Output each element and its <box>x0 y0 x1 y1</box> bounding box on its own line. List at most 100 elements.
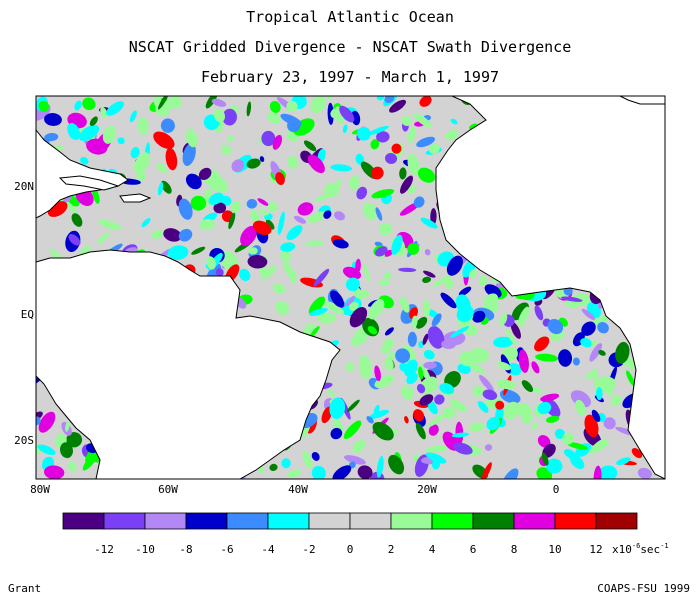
divergence-blob <box>481 462 492 479</box>
divergence-blob <box>499 313 508 326</box>
divergence-blob <box>558 349 573 367</box>
divergence-blob <box>407 331 417 347</box>
divergence-blob <box>533 387 542 395</box>
divergence-blob <box>261 130 276 147</box>
divergence-blob <box>342 124 348 133</box>
legend-tick-label: 4 <box>429 543 436 556</box>
divergence-blob <box>211 98 227 107</box>
divergence-blob <box>416 383 426 394</box>
divergence-blob <box>449 399 467 413</box>
divergence-blob <box>303 140 317 152</box>
divergence-blob <box>117 137 125 145</box>
divergence-blob <box>415 316 428 329</box>
divergence-blob <box>427 326 445 349</box>
divergence-blob <box>425 445 448 453</box>
divergence-blob <box>416 136 436 148</box>
divergence-blob <box>315 193 333 202</box>
divergence-blob <box>442 407 456 419</box>
divergence-blob <box>477 401 489 413</box>
legend-tick-label: 8 <box>511 543 518 556</box>
legend-tick-label: 2 <box>388 543 395 556</box>
cuba-island <box>58 175 120 191</box>
divergence-blob <box>349 307 368 328</box>
divergence-blob <box>269 101 281 113</box>
divergence-blob <box>275 300 289 315</box>
divergence-blob <box>456 305 474 322</box>
divergence-blob <box>591 409 601 423</box>
divergence-blob <box>374 365 381 382</box>
divergence-blob <box>505 328 517 346</box>
divergence-blob <box>376 96 385 101</box>
divergence-blob <box>287 469 301 478</box>
divergence-blob <box>428 143 440 155</box>
divergence-blob <box>445 278 454 289</box>
divergence-blob <box>450 118 458 125</box>
legend-units: x10-6sec-1 <box>612 542 669 556</box>
hispaniola-island <box>119 193 152 203</box>
divergence-blob <box>96 232 110 245</box>
legend-swatch <box>144 512 187 530</box>
divergence-blob <box>413 113 432 128</box>
divergence-blob <box>422 333 429 345</box>
divergence-blob <box>595 387 603 401</box>
divergence-blob <box>352 439 366 453</box>
map-title: Tropical Atlantic Ocean <box>246 8 454 26</box>
legend-swatch <box>62 512 105 530</box>
divergence-blob <box>248 247 258 255</box>
divergence-blob <box>430 208 437 225</box>
divergence-blob <box>78 125 100 141</box>
divergence-blob <box>328 389 335 398</box>
divergence-blob <box>208 175 229 193</box>
divergence-blob <box>44 132 59 142</box>
divergence-blob <box>631 448 643 459</box>
legend-swatch <box>554 512 597 530</box>
legend-swatch <box>103 512 146 530</box>
divergence-blob <box>395 348 411 364</box>
divergence-blob <box>280 248 291 263</box>
divergence-blob <box>440 292 457 309</box>
divergence-blob <box>230 200 241 214</box>
divergence-blob <box>198 167 212 181</box>
lat-label: EQ <box>21 308 34 321</box>
divergence-blob <box>272 134 283 150</box>
divergence-blob <box>459 350 475 367</box>
divergence-blob <box>418 366 424 380</box>
divergence-blob <box>330 290 345 308</box>
divergence-blob <box>286 262 296 284</box>
divergence-blob <box>399 297 410 313</box>
divergence-blob <box>355 258 361 273</box>
divergence-blob <box>404 416 409 424</box>
divergence-blob <box>324 182 340 197</box>
divergence-blob <box>580 338 593 348</box>
divergence-blob <box>428 412 448 427</box>
divergence-blob <box>540 393 560 402</box>
divergence-blob <box>375 207 383 221</box>
divergence-blob <box>418 340 424 349</box>
divergence-blob <box>433 275 450 287</box>
divergence-blob <box>357 126 371 141</box>
divergence-blob <box>370 139 380 150</box>
divergence-blob <box>439 383 455 395</box>
divergence-blob <box>427 399 438 415</box>
divergence-blob <box>584 414 599 438</box>
divergence-blob <box>67 123 81 140</box>
divergence-blob <box>257 198 269 206</box>
divergence-blob <box>55 145 64 151</box>
divergence-blob <box>343 455 366 465</box>
divergence-blob <box>267 202 278 212</box>
divergence-blob <box>472 310 486 323</box>
map-frame <box>35 95 666 480</box>
divergence-blob <box>165 99 174 108</box>
divergence-blob <box>431 313 442 327</box>
divergence-blob <box>260 265 277 280</box>
divergence-blob <box>391 143 402 154</box>
divergence-blob <box>422 300 431 317</box>
divergence-blob <box>423 349 435 360</box>
divergence-blob <box>511 302 529 321</box>
divergence-blob <box>259 209 269 216</box>
divergence-blob <box>598 465 618 479</box>
divergence-blob <box>37 444 56 456</box>
divergence-blob <box>411 315 418 328</box>
divergence-blob <box>535 353 559 362</box>
